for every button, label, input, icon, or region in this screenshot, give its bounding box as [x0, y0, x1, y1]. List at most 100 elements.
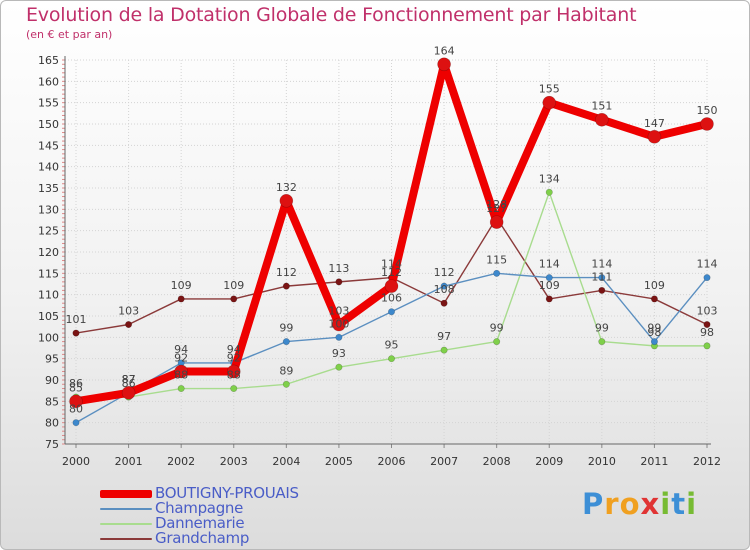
data-label-champagne: 112 [434, 266, 455, 279]
data-label-boutigny-prouais: 151 [591, 100, 612, 113]
logo-letter: o [619, 487, 641, 521]
logo-letter: P [582, 487, 605, 521]
data-label-dannemarie: 88 [227, 369, 241, 382]
x-tick-label: 2009 [535, 455, 563, 468]
data-point-boutigny-prouais [384, 279, 399, 293]
data-labels: 101 103 109 109 112 113 114 108 128 109 111 109 103 8… [66, 44, 718, 415]
y-tick-label: 110 [38, 289, 59, 302]
data-label-boutigny-prouais: 112 [381, 266, 402, 279]
data-point-boutigny-prouais [647, 130, 662, 144]
data-point-grandchamp [545, 295, 553, 303]
data-point-champagne [703, 274, 711, 282]
y-tick-label: 150 [38, 118, 59, 131]
data-label-boutigny-prouais: 150 [697, 104, 718, 117]
y-tick-label: 165 [38, 54, 59, 67]
data-label-dannemarie: 95 [385, 339, 399, 352]
y-tick-label: 155 [38, 97, 59, 110]
data-point-boutigny-prouais [226, 364, 241, 379]
data-point-dannemarie [230, 385, 238, 393]
proxiti-logo: Proxiti [582, 487, 697, 521]
data-label-champagne: 87 [122, 373, 136, 386]
data-label-boutigny-prouais: 147 [644, 117, 665, 130]
data-point-grandchamp [440, 299, 448, 307]
data-point-dannemarie [177, 385, 185, 393]
legend-swatch [100, 508, 152, 510]
data-label-dannemarie: 97 [437, 330, 451, 343]
x-tick-label: 2007 [430, 455, 458, 468]
data-point-dannemarie [703, 342, 711, 350]
data-point-boutigny-prouais [437, 57, 451, 72]
chart-title: Evolution de la Dotation Globale de Fonc… [26, 4, 637, 26]
logo-letter: x [640, 487, 661, 521]
data-label-grandchamp: 128 [486, 198, 507, 211]
data-point-boutigny-prouais [174, 364, 188, 379]
data-point-champagne [598, 274, 606, 282]
data-label-grandchamp: 109 [539, 279, 560, 292]
y-tick-label: 100 [38, 331, 59, 344]
data-point-dannemarie [598, 338, 606, 346]
data-label-grandchamp: 111 [591, 270, 612, 283]
logo-letter: i [686, 487, 698, 521]
y-tick-label: 75 [45, 438, 59, 451]
data-point-champagne [493, 269, 501, 277]
y-tick-label: 95 [45, 353, 59, 366]
legend-label: Dannemarie [155, 514, 245, 532]
y-tick-label: 130 [38, 203, 59, 216]
data-point-grandchamp [598, 286, 606, 294]
data-label-dannemarie: 86 [69, 377, 83, 390]
data-label-dannemarie: 89 [279, 364, 293, 377]
data-label-champagne: 99 [647, 322, 661, 335]
logo-letter: t [671, 487, 687, 521]
logo-letter: r [604, 487, 620, 521]
data-label-grandchamp: 112 [276, 266, 297, 279]
data-point-boutigny-prouais [489, 215, 504, 229]
data-point-boutigny-prouais [595, 112, 609, 127]
data-point-boutigny-prouais [279, 194, 294, 208]
data-label-grandchamp: 114 [381, 258, 402, 271]
legend-label: Grandchamp [155, 529, 250, 547]
data-label-grandchamp: 108 [434, 283, 455, 296]
chart-subtitle: (en € et par an) [26, 28, 113, 41]
x-tick-label: 2011 [640, 455, 668, 468]
x-tick-label: 2008 [483, 455, 511, 468]
x-tick-label: 2010 [588, 455, 616, 468]
data-label-champagne: 106 [381, 292, 402, 305]
x-tick-label: 2003 [220, 455, 248, 468]
data-point-boutigny-prouais [69, 394, 83, 409]
data-label-grandchamp: 103 [697, 305, 718, 318]
y-tick-label: 90 [45, 374, 59, 387]
data-label-dannemarie: 134 [539, 172, 560, 185]
legend-swatch [100, 490, 152, 498]
data-label-champagne: 114 [539, 258, 560, 271]
data-label-dannemarie: 98 [647, 326, 661, 339]
x-tick-label: 2005 [325, 455, 353, 468]
y-tick-label: 115 [38, 267, 59, 280]
x-tick-label: 2012 [693, 455, 721, 468]
data-point-boutigny-prouais [700, 117, 714, 131]
y-tick-label: 125 [38, 225, 59, 238]
y-tick-label: 85 [45, 395, 59, 408]
data-label-champagne: 115 [486, 253, 507, 266]
data-point-boutigny-prouais [542, 95, 557, 110]
data-point-grandchamp [230, 295, 238, 303]
data-label-champagne: 114 [697, 258, 718, 271]
data-point-dannemarie [387, 355, 395, 363]
data-label-dannemarie: 88 [174, 369, 188, 382]
logo-letter: i [660, 487, 672, 521]
legend-swatch [100, 523, 152, 525]
data-label-dannemarie: 86 [122, 377, 136, 390]
data-point-dannemarie [493, 338, 501, 346]
data-point-grandchamp [282, 282, 290, 290]
grid [65, 59, 708, 445]
data-label-boutigny-prouais: 85 [69, 381, 83, 394]
data-label-boutigny-prouais: 87 [122, 373, 136, 386]
y-tick-label: 105 [38, 310, 59, 323]
data-point-grandchamp [177, 295, 185, 303]
x-tick-label: 2004 [272, 455, 300, 468]
data-point-grandchamp [72, 329, 80, 337]
legend-label: BOUTIGNY-PROUAIS [155, 484, 299, 502]
data-label-grandchamp: 101 [66, 313, 87, 326]
data-point-grandchamp [650, 295, 658, 303]
